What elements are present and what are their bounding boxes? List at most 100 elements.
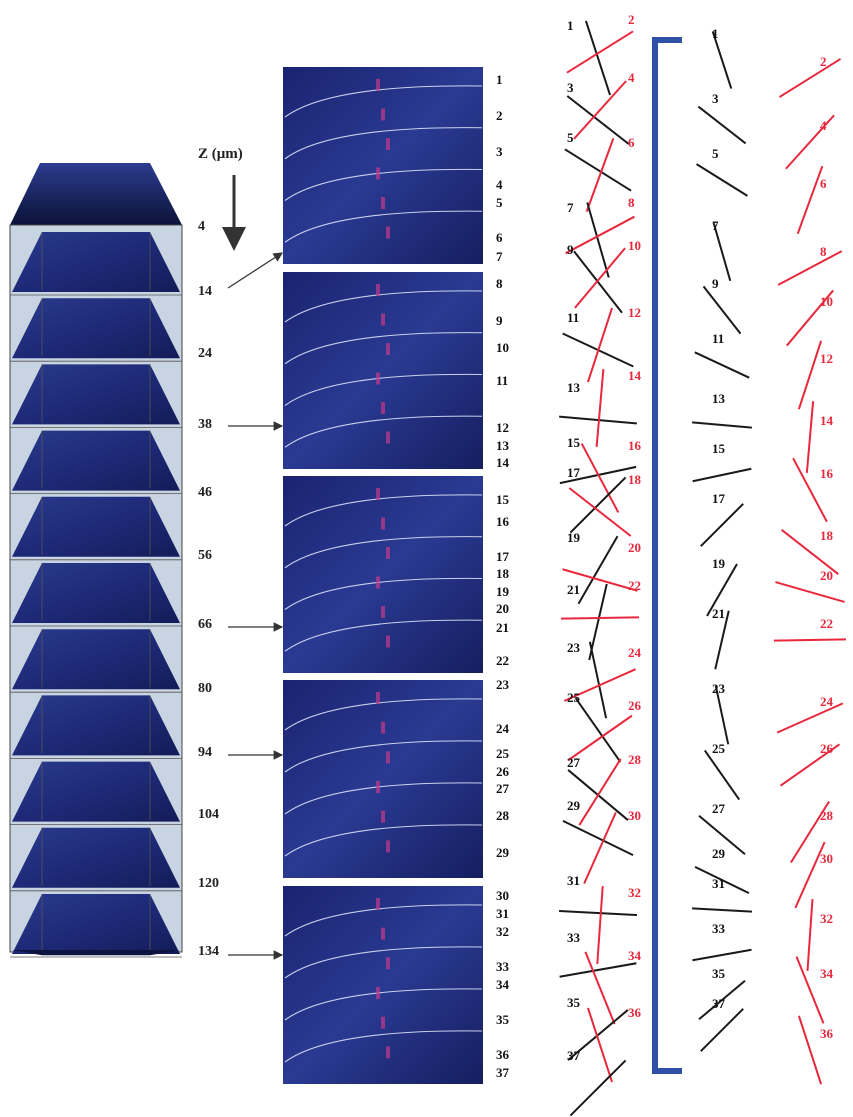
svg-text:27: 27 [712,801,726,816]
svg-text:11: 11 [567,310,579,325]
svg-text:28: 28 [628,752,642,767]
micrograph-label: 23 [496,677,510,692]
micrograph-label: 15 [496,492,510,507]
svg-text:23: 23 [712,681,726,696]
fiber-line: 34 [795,956,834,1024]
micrograph-label: 17 [496,549,510,564]
svg-text:18: 18 [820,528,834,543]
fiber-line: 4 [573,70,635,140]
micrograph-panel [283,680,483,878]
svg-text:31: 31 [712,876,725,891]
fiber-line: 2 [778,54,842,98]
fiber-line: 20 [562,540,641,592]
micrograph-label: 21 [496,620,509,635]
fiber-line: 30 [583,808,641,885]
svg-text:20: 20 [628,540,641,555]
depth-label: 134 [198,944,219,959]
fiber-line: 17 [700,491,744,547]
svg-text:14: 14 [628,368,642,383]
micrograph-label: 5 [496,195,503,210]
svg-text:35: 35 [567,995,581,1010]
fiber-line: 32 [806,899,833,971]
fiber-line: 36 [797,1015,834,1085]
svg-text:25: 25 [712,741,726,756]
fiber-line: 35 [698,966,746,1021]
micrograph-label: 32 [496,924,509,939]
fiber-line: 10 [786,289,834,347]
fiber-line: 12 [586,305,641,383]
micrograph-label: 35 [496,1012,510,1027]
fiber-line: 13 [692,391,752,429]
depth-label: 94 [198,745,212,760]
micrograph-label: 26 [496,764,510,779]
micrograph-label: 8 [496,276,503,291]
fiber-line: 12 [797,340,833,410]
fiber-line: 25 [703,741,741,801]
slab-layer [10,298,182,362]
micrograph-label: 19 [496,584,510,599]
svg-text:2: 2 [628,12,635,27]
depth-label: 14 [198,284,212,299]
fiber-line: 23 [567,640,608,719]
micrograph-panel [283,272,483,469]
svg-text:31: 31 [567,873,580,888]
micrograph-label: 31 [496,906,509,921]
z-axis-header: Z (μm) [198,146,243,162]
svg-text:33: 33 [567,930,581,945]
svg-text:3: 3 [712,91,719,106]
fiber-line: 6 [796,165,827,235]
micrograph-label: 33 [496,959,510,974]
micrograph-label: 11 [496,373,508,388]
micrograph-label: 36 [496,1047,510,1062]
svg-text:12: 12 [628,305,641,320]
fiber-line: 37 [567,1048,627,1117]
svg-text:34: 34 [628,948,642,963]
micrograph-label: 3 [496,144,503,159]
slab-layer [10,827,182,892]
slab-layer [10,761,182,825]
fiber-line: 21 [567,582,608,661]
depth-arrows [227,252,284,960]
fiber-line: 36 [586,1005,642,1083]
fiber-line: 18 [568,472,642,537]
slab-layer [10,364,182,428]
fiber-line: 29 [694,846,750,895]
svg-text:15: 15 [712,441,726,456]
svg-text:6: 6 [820,176,827,191]
fiber-line: 16 [580,438,642,513]
svg-text:29: 29 [712,846,726,861]
svg-text:20: 20 [820,568,833,583]
svg-text:13: 13 [712,391,726,406]
micrograph-labels: 1234567891011121314151617181920212223242… [496,72,510,1080]
micrograph-label: 22 [496,653,509,668]
micrograph-label: 25 [496,746,510,761]
depth-label: 4 [198,219,205,234]
slab-stack [9,163,183,958]
svg-text:18: 18 [628,472,642,487]
fiber-line: 18 [781,528,839,575]
svg-text:10: 10 [628,238,641,253]
fiber-line: 29 [562,798,634,856]
fiber-line: 34 [584,948,642,1025]
micrograph-label: 24 [496,721,510,736]
svg-text:26: 26 [628,698,642,713]
fiber-line: 1 [711,26,733,89]
svg-text:10: 10 [820,294,833,309]
svg-text:3: 3 [567,80,574,95]
fiber-line: 8 [565,195,635,255]
svg-text:11: 11 [712,331,724,346]
micrograph-panel [283,67,483,264]
svg-text:37: 37 [567,1048,581,1063]
fiber-line: 16 [792,457,834,523]
micrograph-panel [283,476,483,673]
micrograph-label: 4 [496,177,503,192]
micrograph-label: 18 [496,566,510,581]
svg-text:12: 12 [820,351,833,366]
slab-layer [10,430,182,495]
fiber-line: 32 [596,885,641,964]
fiber-line: 5 [564,130,632,192]
svg-text:21: 21 [567,582,580,597]
svg-text:2: 2 [820,54,827,69]
fiber-line: 19 [567,530,619,605]
svg-text:33: 33 [712,921,726,936]
